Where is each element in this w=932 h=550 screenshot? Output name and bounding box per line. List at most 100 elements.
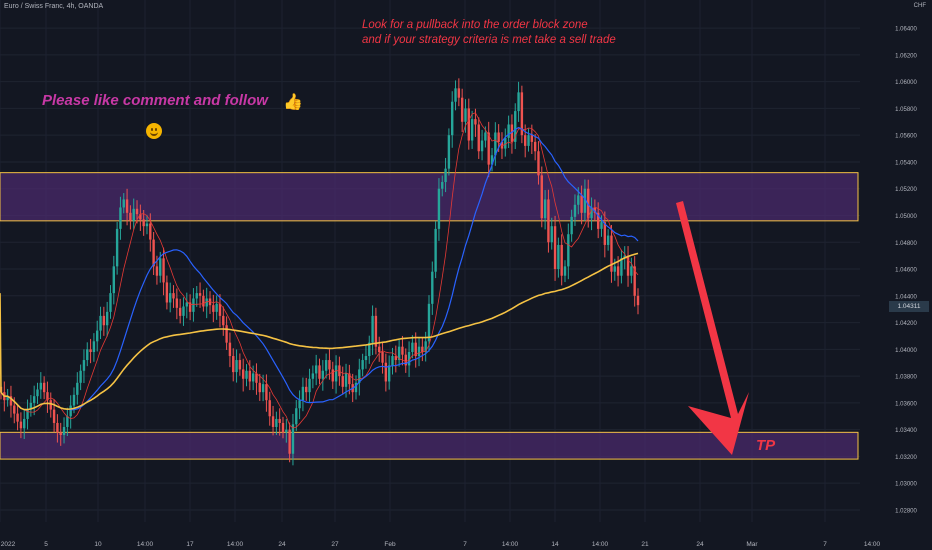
candle-body xyxy=(165,282,169,303)
candle-body xyxy=(305,386,308,393)
sell-arrow-shape xyxy=(676,201,749,455)
candle-body xyxy=(540,175,543,219)
like-text: Please like comment and follow xyxy=(42,92,268,109)
candle-body xyxy=(460,97,464,122)
candle-body xyxy=(198,293,202,296)
candle-body xyxy=(324,360,328,371)
candle-body xyxy=(603,222,607,245)
candle-body xyxy=(537,151,540,176)
y-tick-label: 1.03000 xyxy=(895,482,917,488)
candle-body xyxy=(62,426,66,435)
candle-body xyxy=(321,370,325,379)
candle-body xyxy=(411,342,414,353)
candle-body xyxy=(132,208,135,221)
candle-body xyxy=(9,396,13,406)
candle-body xyxy=(573,204,577,217)
candle-body xyxy=(205,298,208,307)
candle-body xyxy=(494,132,497,156)
thumbs-up-icon: 👍 xyxy=(283,94,303,111)
candle-body xyxy=(620,258,623,276)
candle-body xyxy=(623,255,626,259)
candle-body xyxy=(129,212,132,221)
candle-body xyxy=(155,266,159,276)
x-tick-label: 27 xyxy=(331,541,339,548)
candle-body xyxy=(314,365,318,374)
candle-body xyxy=(613,266,616,272)
x-axis: 2022 5 10 14:00 17 14:00 24 27 Feb 7 14:00 14 14:00 2… xyxy=(1,541,881,548)
candle-body xyxy=(76,382,79,395)
candle-body xyxy=(29,402,33,410)
candle-body xyxy=(99,315,102,331)
last-price-tag: 1.04311 xyxy=(889,301,929,312)
candle-body xyxy=(135,208,139,215)
candle-body xyxy=(278,418,281,423)
candle-body xyxy=(520,92,524,136)
candle-body xyxy=(374,315,378,347)
zone-1 xyxy=(0,431,859,460)
candle-body xyxy=(142,219,145,227)
y-tick-label: 1.06400 xyxy=(895,27,917,33)
candle-body xyxy=(331,369,334,382)
candle-body xyxy=(255,373,258,383)
ma-line-100 xyxy=(0,252,639,411)
candle-body xyxy=(636,295,640,306)
candle-body xyxy=(424,341,427,353)
candle-body xyxy=(175,298,179,308)
candle-body xyxy=(444,168,447,183)
candle-body xyxy=(218,303,222,316)
tp-label: TP xyxy=(756,437,776,454)
candle-body xyxy=(86,349,89,361)
candle-body xyxy=(159,258,162,276)
candle-body xyxy=(553,226,557,270)
candle-body xyxy=(265,384,268,401)
candle-body xyxy=(228,342,232,357)
candle-body xyxy=(560,244,563,276)
candle-body xyxy=(590,207,593,219)
candle-body xyxy=(188,302,192,312)
candle-body xyxy=(404,354,407,366)
candle-body xyxy=(115,228,119,267)
candle-body xyxy=(504,137,507,149)
candle-body xyxy=(185,302,188,307)
candle-body xyxy=(633,266,636,296)
candle-body xyxy=(364,356,368,361)
x-tick-label: 14:00 xyxy=(137,541,154,548)
candle-body xyxy=(368,342,371,357)
annotation-line-2: and if your strategy criteria is met tak… xyxy=(362,34,616,46)
candle-body xyxy=(6,396,9,401)
x-tick-label: 14 xyxy=(551,541,559,548)
candle-body xyxy=(441,182,444,189)
candle-body xyxy=(457,88,461,98)
x-tick-label: 24 xyxy=(696,541,704,548)
candle-body xyxy=(587,188,590,219)
candle-body xyxy=(36,389,39,397)
candle-body xyxy=(112,266,116,294)
candle-body xyxy=(258,382,261,393)
candle-body xyxy=(514,111,517,142)
candle-body xyxy=(248,370,252,382)
candle-body xyxy=(109,293,112,312)
candle-body xyxy=(401,346,404,355)
candle-body xyxy=(577,195,580,205)
annotation-line-1: Look for a pullback into the order block… xyxy=(362,19,588,31)
x-tick-label: 5 xyxy=(44,541,48,548)
candle-body xyxy=(341,376,344,387)
candle-body xyxy=(139,214,142,220)
candle-body xyxy=(434,228,437,272)
candle-body xyxy=(358,369,361,383)
x-tick-label: 10 xyxy=(94,541,102,548)
candle-body xyxy=(378,346,381,353)
candle-body xyxy=(421,346,424,353)
candle-body xyxy=(606,235,610,245)
candle-body xyxy=(497,132,500,142)
y-tick-label: 1.06000 xyxy=(895,80,917,86)
candle-body xyxy=(570,216,573,235)
candle-body xyxy=(563,266,567,276)
y-tick-label: 1.03400 xyxy=(895,428,917,434)
y-tick-label: 1.04200 xyxy=(895,321,917,327)
currency-label: CHF xyxy=(913,3,926,9)
ma-line-8 xyxy=(0,112,639,429)
candle-body xyxy=(354,382,358,393)
candle-body xyxy=(169,293,172,303)
candle-body xyxy=(344,373,348,387)
